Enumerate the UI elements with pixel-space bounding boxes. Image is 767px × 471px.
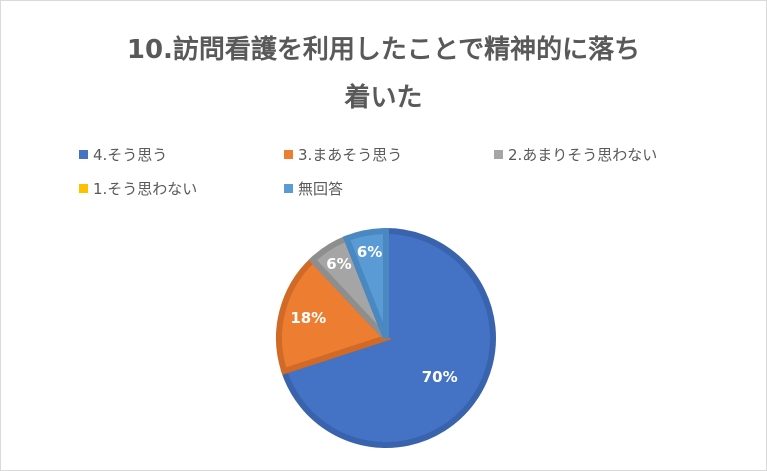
legend-label: 4.そう思う (93, 146, 168, 164)
chart-title-line-1: 10.訪問看護を利用したことで精神的に落ち (126, 35, 641, 65)
data-label: 6% (357, 243, 382, 261)
data-label: 70% (422, 368, 458, 386)
pie-slice (342, 227, 389, 340)
legend-item-3: 3.まあそう思う (284, 144, 402, 165)
legend-swatch (284, 184, 293, 193)
pie-slice (276, 255, 392, 375)
legend-item-no-answer: 無回答 (284, 178, 343, 199)
legend-item-1: 1.そう思わない (79, 178, 197, 199)
legend-swatch (284, 150, 293, 159)
legend-label: 1.そう思わない (93, 180, 198, 198)
data-label: 6% (326, 255, 351, 273)
chart-title-line-2: 着いた (344, 83, 423, 113)
legend-label: 2.あまりそう思わない (508, 146, 658, 164)
legend-item-2: 2.あまりそう思わない (494, 144, 657, 165)
data-label: 18% (290, 309, 326, 327)
legend-swatch (494, 150, 503, 159)
legend-label: 3.まあそう思う (298, 146, 403, 164)
legend-item-4: 4.そう思う (79, 144, 167, 165)
legend-swatch (79, 150, 88, 159)
legend-swatch (79, 184, 88, 193)
legend-label: 無回答 (298, 180, 344, 198)
